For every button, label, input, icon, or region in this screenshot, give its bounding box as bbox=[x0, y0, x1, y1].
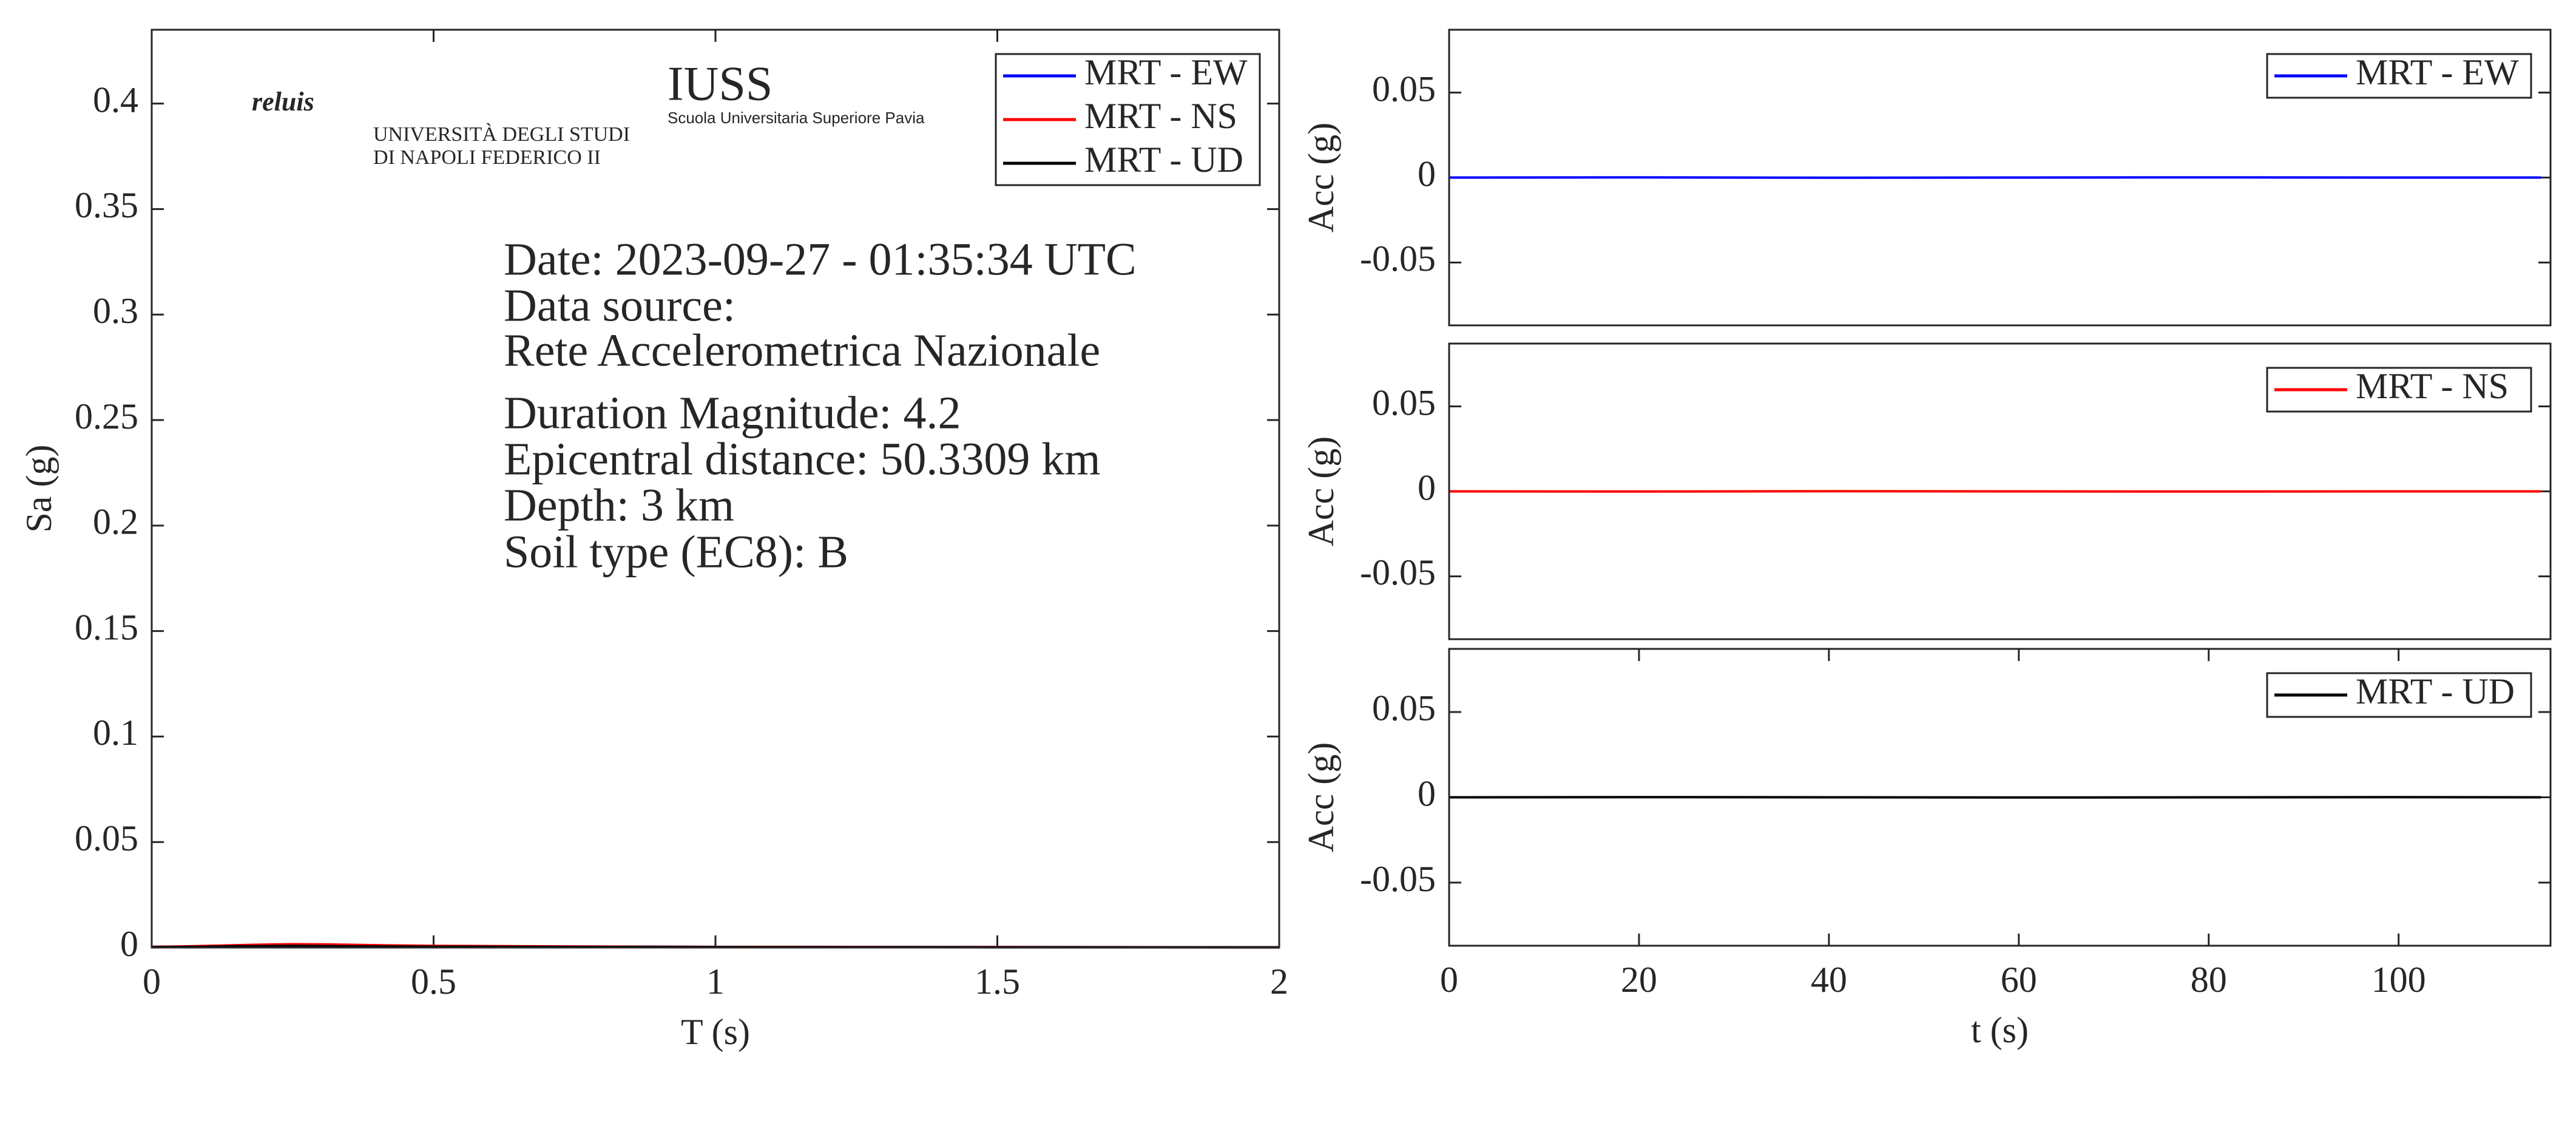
y-tick-label: 0 bbox=[120, 924, 138, 964]
y-axis-label: Acc (g) bbox=[1301, 123, 1341, 233]
y-tick-label: 0.35 bbox=[75, 185, 138, 225]
x-axis-label: T (s) bbox=[681, 1012, 750, 1052]
y-tick-label: 0 bbox=[1418, 773, 1436, 813]
annotation: Date: 2023-09-27 - 01:35:34 UTC bbox=[504, 234, 1137, 285]
y-axis-label: Sa (g) bbox=[19, 445, 59, 533]
legend-label: MRT - UD bbox=[2356, 671, 2515, 711]
logo-text: Scuola Universitaria Superiore Pavia bbox=[668, 109, 925, 127]
logo-text: reluis bbox=[252, 87, 314, 117]
axes-box bbox=[1448, 648, 2552, 947]
axes-box bbox=[1448, 342, 2552, 640]
y-tick-label: 0.05 bbox=[1372, 382, 1436, 422]
x-tick-label: 2 bbox=[1270, 962, 1288, 1002]
legend-label: MRT - NS bbox=[1084, 96, 1237, 136]
y-axis-label: Acc (g) bbox=[1301, 742, 1341, 853]
logo-text: IUSS bbox=[668, 57, 772, 110]
x-tick-label: 100 bbox=[2371, 960, 2426, 1000]
x-tick-label: 0.5 bbox=[411, 962, 456, 1002]
y-tick-label: -0.05 bbox=[1360, 859, 1436, 899]
x-tick-label: 80 bbox=[2191, 960, 2227, 1000]
y-tick-label: -0.05 bbox=[1360, 552, 1436, 592]
x-tick-label: 0 bbox=[1440, 960, 1458, 1000]
annotation: Duration Magnitude: 4.2 bbox=[504, 387, 961, 438]
y-tick-label: 0.2 bbox=[93, 502, 138, 542]
legend-label: MRT - UD bbox=[1084, 140, 1243, 180]
x-tick-label: 40 bbox=[1811, 960, 1847, 1000]
x-tick-label: 0 bbox=[143, 962, 161, 1002]
y-axis-label: Acc (g) bbox=[1301, 436, 1341, 547]
x-axis-label: t (s) bbox=[1971, 1010, 2029, 1050]
x-tick-label: 1.5 bbox=[975, 962, 1020, 1002]
series-line bbox=[1449, 490, 2541, 493]
x-tick-label: 1 bbox=[706, 962, 725, 1002]
axes-box bbox=[150, 29, 1280, 949]
series-line bbox=[1449, 796, 2541, 799]
annotation: Epicentral distance: 50.3309 km bbox=[504, 433, 1101, 484]
annotation: Rete Accelerometrica Nazionale bbox=[504, 325, 1100, 376]
y-tick-label: 0.1 bbox=[93, 713, 138, 753]
y-tick-label: 0.4 bbox=[93, 80, 138, 120]
axes-box bbox=[1448, 29, 2552, 327]
y-tick-label: 0.3 bbox=[93, 291, 138, 331]
y-tick-label: 0 bbox=[1418, 154, 1436, 194]
y-tick-label: -0.05 bbox=[1360, 239, 1436, 279]
series-line bbox=[1449, 176, 2541, 179]
y-tick-label: 0.05 bbox=[1372, 69, 1436, 109]
y-tick-label: 0 bbox=[1418, 467, 1436, 507]
logo-text: DI NAPOLI FEDERICO II bbox=[373, 146, 601, 169]
legend-label: MRT - EW bbox=[1084, 52, 1248, 92]
y-tick-label: 0.15 bbox=[75, 607, 138, 647]
logo-text: UNIVERSITÀ DEGLI STUDI bbox=[373, 123, 630, 146]
annotation: Data source: bbox=[504, 280, 735, 331]
legend-label: MRT - EW bbox=[2356, 52, 2519, 92]
y-tick-label: 0.05 bbox=[75, 818, 138, 858]
legend-label: MRT - NS bbox=[2356, 366, 2509, 406]
annotation: Depth: 3 km bbox=[504, 480, 734, 531]
x-tick-label: 20 bbox=[1621, 960, 1657, 1000]
y-tick-label: 0.05 bbox=[1372, 688, 1436, 728]
x-tick-label: 60 bbox=[2001, 960, 2037, 1000]
annotation: Soil type (EC8): B bbox=[504, 526, 848, 577]
y-tick-label: 0.25 bbox=[75, 396, 138, 436]
